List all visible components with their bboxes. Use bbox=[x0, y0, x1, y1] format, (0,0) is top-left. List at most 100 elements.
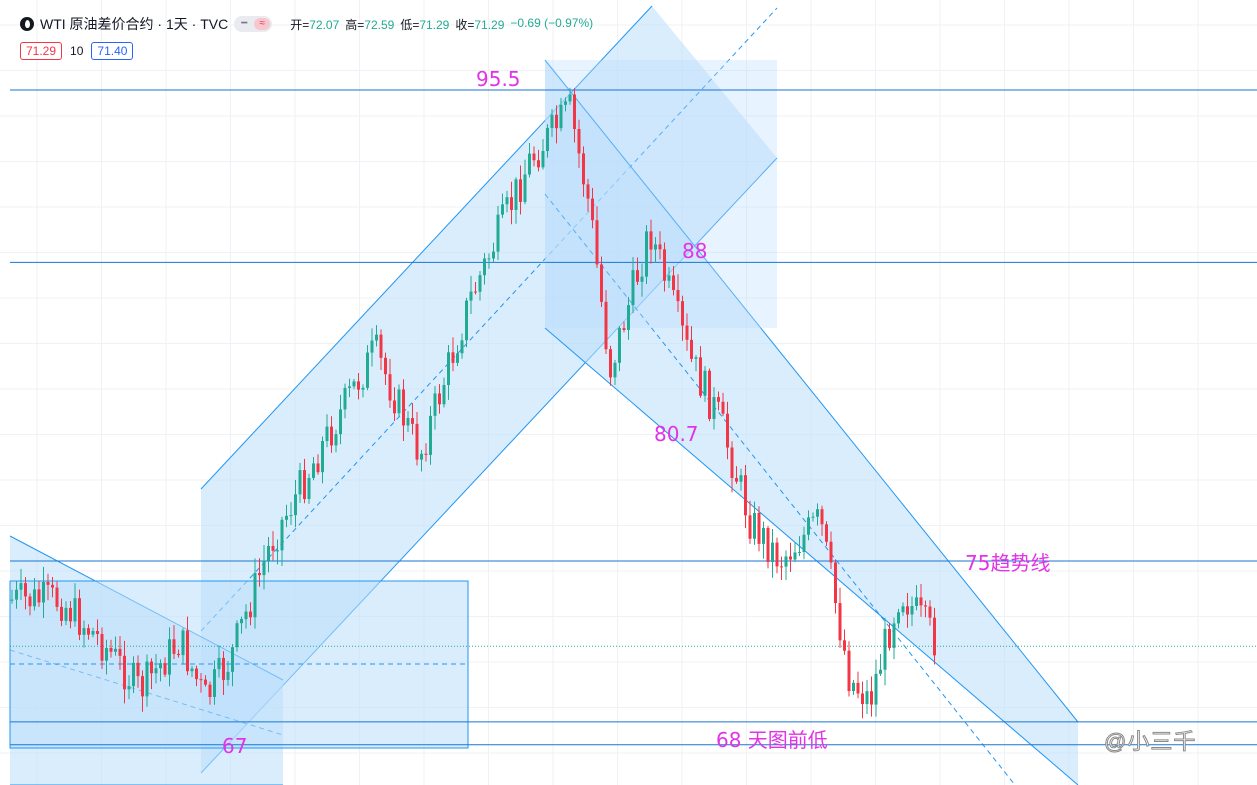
candle-body bbox=[780, 566, 783, 568]
candle-body bbox=[847, 650, 851, 692]
candle-body bbox=[285, 515, 288, 520]
candle-body bbox=[123, 655, 126, 690]
top-box bbox=[545, 60, 777, 328]
candle-body bbox=[19, 583, 23, 590]
candle-body bbox=[163, 663, 167, 675]
annotation-label: 80.7 bbox=[654, 422, 699, 446]
candle-body bbox=[690, 339, 693, 359]
minus-icon[interactable]: ━ bbox=[241, 18, 248, 29]
candle-body bbox=[82, 628, 86, 635]
candle-body bbox=[96, 631, 99, 634]
low-label: 低= bbox=[400, 17, 420, 32]
candle-body bbox=[510, 197, 513, 210]
candle-body bbox=[856, 682, 860, 694]
symbol-title[interactable]: WTI 原油差价合约 · 1天 · TVC bbox=[40, 16, 229, 32]
candle-body bbox=[150, 661, 153, 674]
candle-body bbox=[717, 397, 720, 402]
annotations: 95.5 88 80.7 75趋势线 68 天图前低 67 bbox=[222, 67, 1050, 758]
rising-channel-midline bbox=[200, 7, 778, 632]
annotation-label: 67 bbox=[222, 734, 247, 758]
candle-body bbox=[784, 556, 788, 567]
candle-body bbox=[532, 153, 536, 161]
candle-body bbox=[915, 597, 918, 606]
candle-body bbox=[375, 334, 378, 341]
candle-body bbox=[226, 671, 230, 680]
falling-channel-edge bbox=[544, 327, 1079, 785]
candle-body bbox=[672, 275, 675, 290]
candle-body bbox=[42, 582, 45, 603]
quantity-field[interactable]: 10 bbox=[70, 44, 84, 58]
candle-body bbox=[199, 679, 203, 681]
candle-body bbox=[879, 669, 882, 674]
approx-icon[interactable]: ≈ bbox=[254, 18, 271, 30]
candle-body bbox=[573, 94, 576, 130]
candle-body bbox=[114, 648, 117, 652]
candle-body bbox=[321, 441, 324, 473]
candle-body bbox=[280, 519, 284, 551]
candle-body bbox=[514, 179, 518, 210]
candle-body bbox=[51, 584, 54, 588]
annotation-label: 88 bbox=[682, 239, 707, 263]
candle-body bbox=[883, 628, 887, 670]
candle-body bbox=[582, 153, 585, 185]
candle-body bbox=[24, 583, 27, 597]
candle-body bbox=[834, 562, 837, 604]
candle-body bbox=[307, 477, 311, 500]
oil-drop-icon bbox=[20, 17, 34, 31]
candle-body bbox=[910, 605, 914, 615]
candle-body bbox=[928, 606, 932, 618]
candle-body bbox=[798, 551, 801, 553]
sell-button[interactable]: 71.29 bbox=[20, 42, 63, 60]
trend-channels bbox=[9, 5, 1079, 785]
annotation-label: 68 天图前低 bbox=[716, 728, 828, 752]
candle-body bbox=[204, 679, 207, 685]
candle-body bbox=[339, 409, 342, 435]
candle-body bbox=[442, 385, 446, 405]
candle-body bbox=[334, 434, 338, 446]
display-toggle[interactable]: ━ ≈ bbox=[234, 16, 273, 32]
candle-body bbox=[811, 516, 815, 518]
candle-body bbox=[667, 275, 671, 281]
candle-body bbox=[807, 517, 810, 535]
candle-body bbox=[10, 599, 14, 601]
candle-body bbox=[757, 513, 761, 544]
close-label: 收= bbox=[455, 17, 475, 32]
candle-body bbox=[870, 691, 873, 705]
rising-channel-edge bbox=[200, 5, 653, 490]
candle-body bbox=[820, 509, 824, 525]
candle-body bbox=[483, 258, 486, 276]
candle-body bbox=[478, 275, 482, 292]
candle-body bbox=[46, 582, 50, 585]
ohlc-readout: 开=72.07 高=72.59 低=71.29 收=71.29 −0.69 (−… bbox=[290, 16, 593, 33]
candle-body bbox=[816, 509, 819, 517]
candle-body bbox=[595, 220, 599, 265]
candle-body bbox=[825, 524, 828, 542]
candle-body bbox=[744, 475, 747, 516]
candle-body bbox=[60, 606, 63, 621]
candle-body bbox=[541, 151, 545, 168]
candle-body bbox=[366, 352, 369, 388]
candle-body bbox=[298, 470, 302, 495]
candle-body bbox=[762, 527, 765, 544]
candle-body bbox=[231, 647, 234, 672]
candle-body bbox=[217, 657, 221, 670]
candles bbox=[10, 87, 936, 719]
candle-body bbox=[712, 397, 716, 419]
candle-body bbox=[393, 400, 396, 414]
candle-body bbox=[802, 534, 806, 552]
candle-body bbox=[190, 668, 194, 672]
candle-body bbox=[271, 545, 275, 551]
candle-body bbox=[577, 129, 581, 154]
candle-body bbox=[186, 630, 189, 672]
candle-body bbox=[627, 305, 630, 330]
candle-body bbox=[613, 362, 617, 378]
buy-button[interactable]: 71.40 bbox=[91, 42, 134, 60]
candle-body bbox=[28, 596, 32, 607]
candle-body bbox=[492, 251, 495, 259]
candle-body bbox=[924, 605, 927, 607]
candle-body bbox=[753, 513, 756, 539]
candle-body bbox=[874, 673, 878, 705]
candle-body bbox=[658, 244, 662, 250]
